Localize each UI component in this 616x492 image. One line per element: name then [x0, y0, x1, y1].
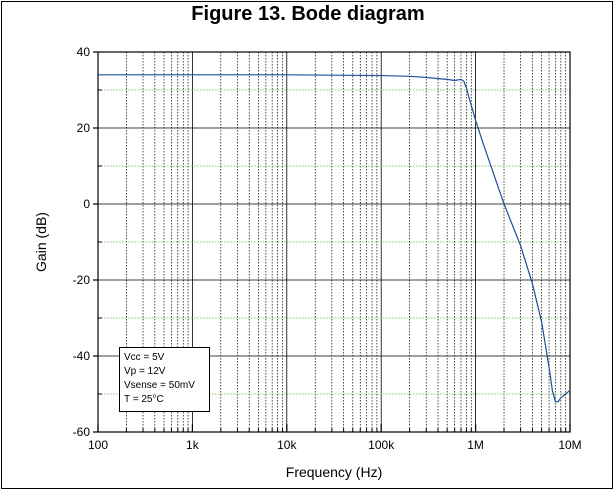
y-tick-label: -60	[73, 425, 91, 439]
y-tick-label: 0	[83, 197, 90, 211]
y-tick-label: -20	[73, 273, 91, 287]
grid-layer	[97, 51, 571, 433]
condition-vsense: Vsense = 50mV	[124, 380, 195, 391]
x-tick-label: 1k	[186, 438, 200, 452]
x-axis-label: Frequency (Hz)	[286, 464, 382, 480]
y-tick-label: 40	[77, 45, 91, 59]
tick-layer	[93, 51, 571, 433]
y-tick-label: 20	[77, 121, 91, 135]
x-tick-label: 100k	[368, 438, 395, 452]
condition-vp: Vp = 12V	[124, 366, 166, 377]
condition-temperature: T = 25°C	[124, 394, 164, 405]
x-tick-label: 1M	[467, 438, 484, 452]
gain-series-line	[98, 74, 571, 403]
y-axis-label: Gain (dB)	[33, 212, 49, 272]
label-layer: 100 1k 10k 100k 1M 10M -60 -40 -20 0 20 40	[73, 45, 582, 452]
y-tick-label: -40	[73, 349, 91, 363]
x-tick-label: 10k	[277, 438, 297, 452]
conditions-box: Vcc = 5V Vp = 12V Vsense = 50mV T = 25°C	[119, 347, 210, 412]
x-tick-label: 100	[88, 438, 108, 452]
chart-title: Figure 13. Bode diagram	[191, 3, 425, 25]
condition-vcc: Vcc = 5V	[124, 352, 165, 363]
x-tick-label: 10M	[558, 438, 581, 452]
